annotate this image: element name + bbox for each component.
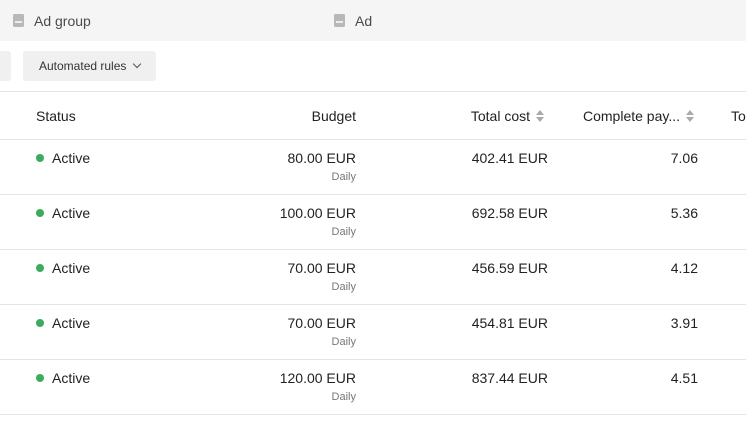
table-row[interactable]: Active 70.00 EUR Daily 454.81 EUR 3.91	[0, 305, 746, 360]
budget-period: Daily	[331, 336, 356, 348]
status-cell: Active	[36, 205, 90, 221]
column-header-complete-payment[interactable]: Complete pay...	[583, 92, 695, 139]
tab-label: Ad group	[34, 12, 91, 29]
status-label: Active	[52, 150, 91, 166]
column-header-label: Budget	[311, 107, 356, 124]
budget-cell: 120.00 EUR Daily	[280, 370, 356, 403]
budget-value: 80.00 EUR	[287, 150, 356, 166]
budget-period: Daily	[331, 281, 356, 293]
status-cell: Active	[36, 370, 90, 386]
status-label: Active	[52, 370, 91, 386]
budget-cell: 80.00 EUR Daily	[288, 150, 356, 183]
sort-icon[interactable]	[686, 109, 695, 123]
document-icon	[334, 14, 345, 27]
column-header-budget[interactable]: Budget	[312, 92, 356, 139]
column-header-status[interactable]: Status	[36, 92, 76, 139]
total-cost-cell: 402.41 EUR	[471, 150, 548, 166]
status-cell: Active	[36, 260, 90, 276]
total-cost-cell: 456.59 EUR	[471, 260, 548, 276]
level-tabs: Ad group Ad	[0, 0, 746, 41]
column-header-next[interactable]: Tot	[731, 92, 746, 139]
table-toolbar: Automated rules	[0, 41, 746, 92]
budget-value: 100.00 EUR	[279, 205, 356, 221]
complete-payment-cell: 7.06	[670, 150, 698, 166]
table-header: Status Budget Total cost Complete pay...…	[0, 91, 746, 140]
total-cost-cell: 454.81 EUR	[471, 315, 548, 331]
active-status-dot-icon	[36, 319, 44, 327]
complete-payment-cell: 5.36	[670, 205, 698, 221]
sort-icon[interactable]	[536, 109, 545, 123]
tab-ad[interactable]: Ad	[334, 0, 372, 41]
column-header-label: Complete pay...	[582, 107, 680, 124]
active-status-dot-icon	[36, 264, 44, 272]
complete-payment-cell: 4.51	[670, 370, 698, 386]
budget-period: Daily	[331, 226, 356, 238]
budget-value: 70.00 EUR	[287, 315, 356, 331]
total-cost-cell: 692.58 EUR	[471, 205, 548, 221]
complete-payment-cell: 3.91	[670, 315, 698, 331]
status-cell: Active	[36, 315, 90, 331]
total-cost-cell: 837.44 EUR	[471, 370, 548, 386]
automated-rules-label: Automated rules	[39, 59, 127, 73]
table-row[interactable]: Active 70.00 EUR Daily 456.59 EUR 4.12	[0, 250, 746, 305]
budget-cell: 70.00 EUR Daily	[288, 260, 356, 293]
chevron-down-icon	[133, 59, 142, 69]
column-header-label: Total cost	[470, 107, 530, 124]
active-status-dot-icon	[36, 154, 44, 162]
budget-value: 120.00 EUR	[279, 370, 356, 386]
budget-cell: 70.00 EUR Daily	[288, 315, 356, 348]
table-row[interactable]: Active 80.00 EUR Daily 402.41 EUR 7.06	[0, 140, 746, 195]
table-row[interactable]: Active 100.00 EUR Daily 692.58 EUR 5.36	[0, 195, 746, 250]
column-header-label: Tot	[731, 107, 746, 124]
toolbar-button-partial[interactable]	[0, 51, 11, 81]
complete-payment-cell: 4.12	[670, 260, 698, 276]
table-row[interactable]: Active 120.00 EUR Daily 837.44 EUR 4.51	[0, 360, 746, 415]
column-header-label: Status	[36, 107, 76, 124]
status-label: Active	[52, 315, 91, 331]
active-status-dot-icon	[36, 209, 44, 217]
budget-period: Daily	[331, 391, 356, 403]
status-label: Active	[52, 205, 91, 221]
column-header-total-cost[interactable]: Total cost	[471, 92, 545, 139]
automated-rules-button[interactable]: Automated rules	[23, 51, 157, 81]
budget-cell: 100.00 EUR Daily	[280, 205, 356, 238]
document-icon	[13, 14, 24, 27]
budget-value: 70.00 EUR	[287, 260, 356, 276]
status-cell: Active	[36, 150, 90, 166]
status-label: Active	[52, 260, 91, 276]
active-status-dot-icon	[36, 374, 44, 382]
tab-label: Ad	[355, 12, 373, 29]
tab-ad-group[interactable]: Ad group	[13, 0, 91, 41]
budget-period: Daily	[331, 171, 356, 183]
